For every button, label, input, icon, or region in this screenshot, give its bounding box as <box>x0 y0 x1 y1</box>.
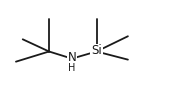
Text: Si: Si <box>91 44 102 57</box>
Text: N: N <box>68 51 76 64</box>
Text: H: H <box>68 63 76 73</box>
